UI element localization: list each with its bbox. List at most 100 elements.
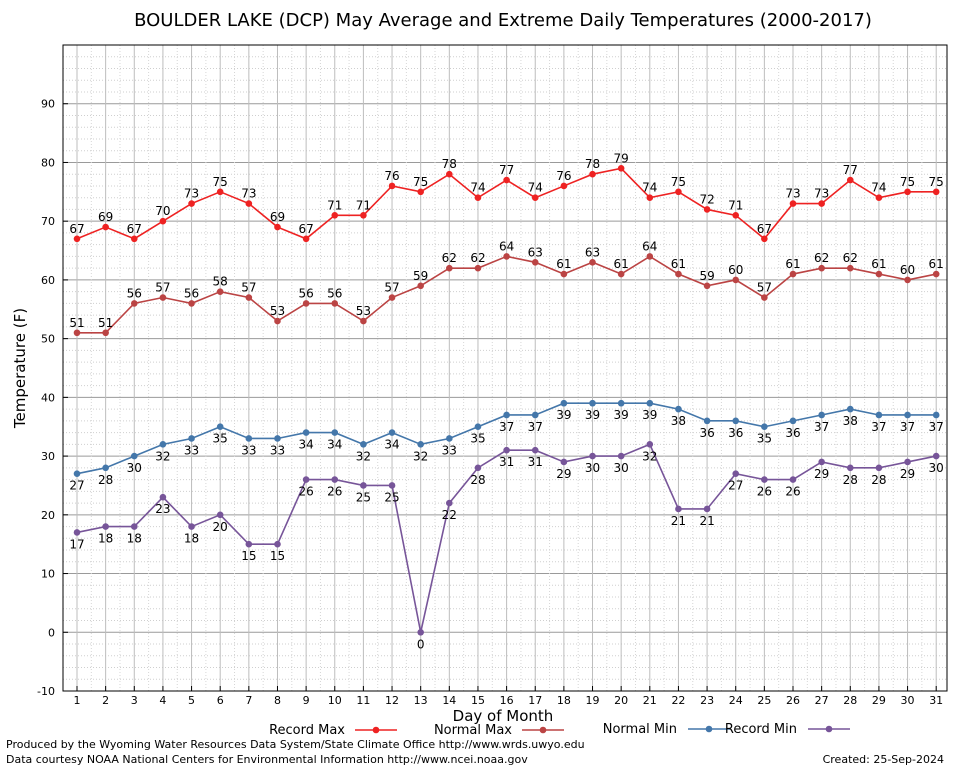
data-label: 39 — [642, 408, 657, 422]
data-label: 61 — [671, 257, 686, 271]
data-point — [274, 435, 281, 442]
data-point — [216, 511, 224, 519]
data-point — [159, 217, 167, 225]
data-label: 28 — [470, 473, 485, 487]
x-tick-label: 20 — [614, 694, 628, 707]
chart-title: BOULDER LAKE (DCP) May Average and Extre… — [134, 10, 872, 31]
x-tick-label: 5 — [188, 694, 195, 707]
data-label: 21 — [699, 514, 714, 528]
data-label: 75 — [213, 175, 228, 189]
data-point — [646, 399, 654, 407]
data-label: 25 — [384, 490, 399, 504]
x-tick-label: 19 — [586, 694, 600, 707]
data-point — [73, 529, 81, 536]
data-label: 74 — [871, 181, 886, 195]
data-point — [474, 264, 482, 272]
data-label: 32 — [642, 449, 657, 463]
y-tick-label: 80 — [41, 156, 55, 169]
data-label: 38 — [843, 414, 858, 428]
data-label: 56 — [327, 286, 342, 300]
data-point — [73, 235, 81, 243]
data-point — [302, 476, 310, 483]
data-label: 29 — [900, 467, 915, 481]
data-point — [503, 176, 510, 184]
data-label: 23 — [155, 502, 170, 516]
plot-grid — [63, 44, 947, 692]
data-label: 15 — [270, 549, 285, 563]
data-label: 33 — [184, 443, 199, 457]
data-label: 51 — [98, 316, 113, 330]
data-point — [846, 405, 854, 413]
legend-label: Record Max — [269, 723, 345, 738]
data-label: 62 — [843, 251, 858, 265]
data-label: 75 — [929, 175, 944, 189]
data-label: 71 — [327, 198, 342, 212]
y-axis-label: Temperature (F) — [11, 308, 29, 429]
data-point — [102, 523, 109, 530]
data-label: 64 — [642, 239, 657, 253]
data-label: 73 — [785, 187, 800, 201]
x-tick-label: 9 — [303, 694, 310, 707]
data-point — [446, 170, 453, 178]
data-point — [188, 300, 195, 307]
data-label: 57 — [241, 281, 256, 295]
legend-marker — [705, 725, 713, 733]
data-label: 53 — [270, 304, 285, 318]
x-tick-label: 27 — [815, 694, 829, 707]
data-label: 73 — [814, 187, 829, 201]
data-label: 32 — [356, 449, 371, 463]
data-point — [818, 264, 825, 272]
data-point — [904, 411, 911, 419]
data-point — [216, 188, 224, 196]
data-label: 53 — [356, 304, 371, 318]
data-label: 60 — [728, 263, 743, 277]
data-point — [417, 282, 424, 290]
x-tick-label: 10 — [328, 694, 342, 707]
legend-marker — [539, 726, 547, 734]
data-label: 73 — [241, 187, 256, 201]
data-point — [589, 399, 596, 407]
data-label: 30 — [127, 461, 142, 475]
x-tick-label: 17 — [528, 694, 542, 707]
data-point — [617, 165, 625, 172]
data-point — [446, 264, 453, 272]
data-label: 74 — [528, 181, 543, 195]
data-label: 79 — [614, 151, 629, 165]
data-label: 37 — [814, 420, 829, 434]
data-point — [130, 523, 138, 530]
data-point — [274, 223, 281, 231]
x-axis-label: Day of Month — [453, 707, 554, 725]
data-label: 27 — [69, 479, 84, 493]
x-tick-label: 25 — [757, 694, 771, 707]
series-layer: 67 69 67 70 73 75 73 69 67 71 71 76 75 78 74 77 74 76 78 79… — [69, 151, 943, 651]
data-label: 32 — [413, 449, 428, 463]
data-label: 39 — [614, 408, 629, 422]
data-point — [703, 505, 711, 513]
data-label: 61 — [929, 257, 944, 271]
data-label: 76 — [556, 169, 571, 183]
x-tick-label: 13 — [414, 694, 428, 707]
y-tick-label: 40 — [41, 391, 55, 404]
data-point — [703, 282, 711, 290]
data-point — [531, 258, 539, 266]
data-point — [875, 411, 883, 419]
data-label: 28 — [843, 473, 858, 487]
data-point — [531, 411, 539, 419]
data-label: 37 — [929, 420, 944, 434]
data-point — [875, 270, 883, 278]
data-label: 36 — [728, 426, 743, 440]
data-point — [789, 417, 797, 425]
x-tick-label: 2 — [102, 694, 109, 707]
data-point — [102, 329, 109, 337]
data-label: 36 — [699, 426, 714, 440]
data-label: 39 — [556, 408, 571, 422]
data-label: 51 — [69, 316, 84, 330]
data-point — [245, 540, 253, 548]
data-label: 75 — [900, 175, 915, 189]
x-tick-label: 21 — [643, 694, 657, 707]
data-label: 34 — [327, 438, 342, 452]
data-point — [617, 452, 625, 460]
data-point — [102, 223, 109, 231]
data-label: 73 — [184, 187, 199, 201]
